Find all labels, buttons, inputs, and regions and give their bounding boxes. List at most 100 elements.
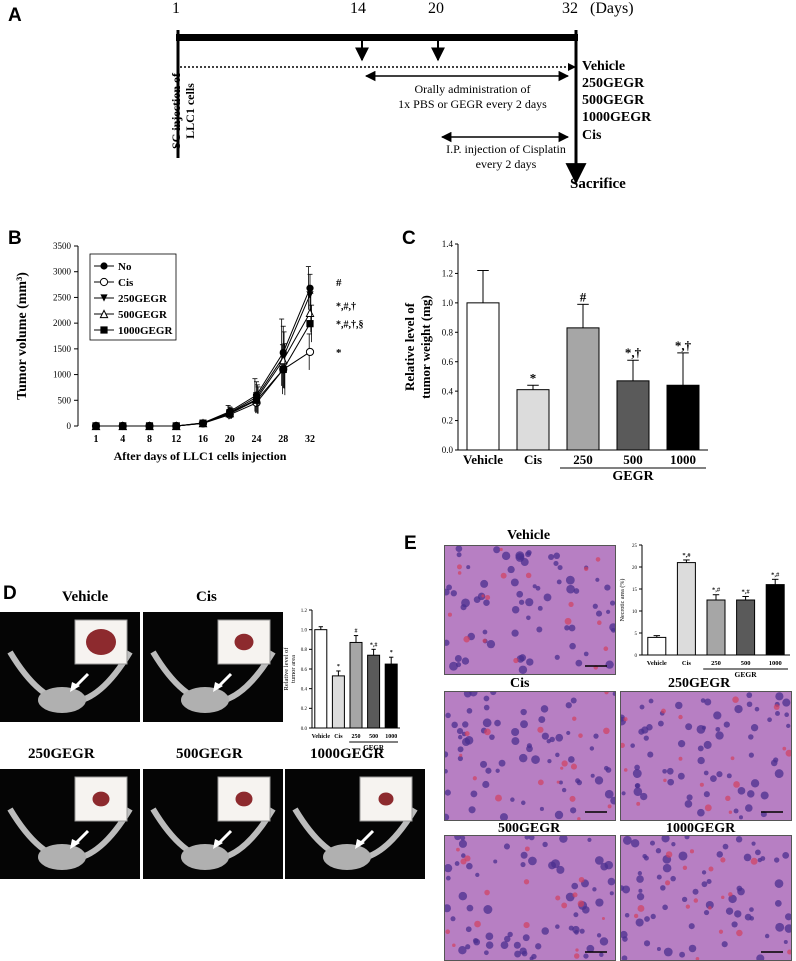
rbc [445,929,451,935]
nucleus [556,865,565,874]
tumor-specimen [234,633,254,651]
nucleus [775,692,784,701]
nucleus [592,603,598,609]
annotation: # [336,277,342,289]
y-tick-label: 20 [632,566,638,571]
legend-label: Cis [118,277,134,289]
rbc [484,728,491,736]
histology-label: Cis [510,676,530,691]
nucleus [493,859,498,864]
rbc [523,879,530,885]
rbc [523,922,530,929]
nucleus [774,769,784,778]
nucleus [510,797,515,802]
nucleus [446,584,452,591]
bar-500 [367,654,381,729]
x-tick-label: 8 [147,434,152,445]
nucleus [500,941,509,950]
arrowhead-icon [213,839,223,849]
x-tick-label: 250 [711,660,721,667]
nucleus [677,772,685,780]
nucleus [705,900,714,910]
he-stained-section [620,691,792,821]
series-Cis [91,333,315,431]
nucleus [526,745,533,753]
nucleus [466,862,473,870]
nucleus [728,894,737,904]
nucleus [526,658,534,666]
arrowhead-icon [213,682,223,692]
x-tick-label: 1000 [769,660,782,667]
rbc [718,929,724,934]
legend-label: 250GEGR [118,293,168,305]
nucleus [750,724,759,732]
nucleus [671,842,676,847]
nucleus [639,704,645,710]
nucleus [697,745,704,752]
nucleus [685,723,693,731]
nucleus [485,941,494,949]
nucleus [482,780,490,789]
nucleus [456,552,462,558]
nucleus [457,734,463,740]
nucleus [675,701,683,710]
panel-letter-d: D [3,583,17,604]
sacrifice-label: Sacrifice [570,176,626,192]
rbc [463,636,470,643]
point [172,422,180,430]
nucleus [583,651,589,657]
nucleus [621,885,625,891]
annotation: # [580,289,587,304]
rbc [485,594,491,600]
y-tick-label: 1.4 [442,239,454,249]
x-tick-label: 28 [278,434,288,445]
rbc [699,782,704,787]
nucleus [525,598,534,607]
nucleus [643,735,649,741]
tumor-photo [74,619,128,665]
nucleus [486,639,496,649]
bar-Cis [676,562,696,656]
histology-label: 250GEGR [668,676,731,691]
nucleus [784,924,791,933]
nucleus [458,946,467,955]
nucleus [770,759,778,767]
rbc [678,714,683,720]
nucleus [555,733,564,742]
rbc [556,780,560,784]
x-tick-label: Vehicle [463,452,503,467]
rbc [575,948,579,952]
rbc [720,857,726,863]
nucleus [655,848,662,854]
nucleus [786,723,791,729]
nucleus [784,913,791,921]
nucleus [511,727,520,737]
rbc [689,849,695,854]
point [99,309,109,319]
bar-250 [706,599,726,656]
rbc [597,620,602,625]
nucleus [463,692,472,698]
rbc [459,753,463,757]
y-tick-label: 1.0 [442,298,454,308]
rbc [457,571,462,575]
nucleus [636,875,644,883]
nucleus [483,905,493,914]
he-texture [445,546,615,674]
rbc [621,742,625,748]
rbc [607,804,612,809]
x-tick-label: 250 [352,734,361,740]
nucleus [662,768,667,774]
nucleus [684,800,693,808]
x-tick-label: 1000 [670,452,696,467]
nucleus [520,851,528,859]
nucleus [561,787,567,793]
nucleus [634,782,641,789]
rbc [482,638,487,643]
rbc [732,696,739,703]
nucleus [624,912,630,918]
nucleus [466,904,474,912]
histology-label: 1000GEGR [666,821,736,836]
nucleus [774,879,784,888]
nucleus [594,776,604,785]
